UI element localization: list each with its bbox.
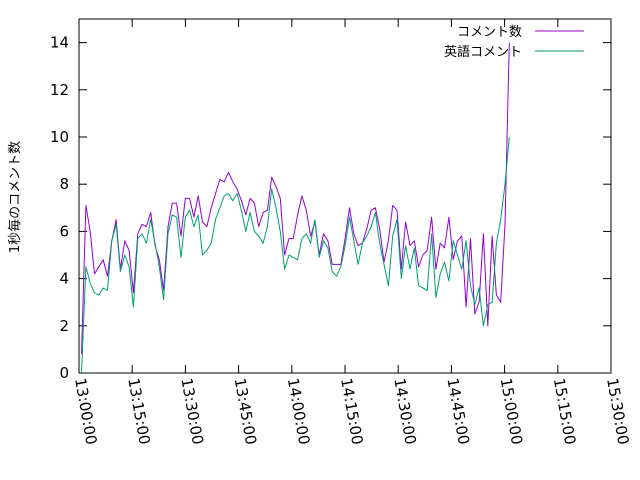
series-line-1 <box>81 42 510 355</box>
x-tick-label: 13:45:00 <box>231 377 260 446</box>
series-layer <box>81 42 510 374</box>
x-tick-label: 14:45:00 <box>443 377 472 446</box>
y-axis: 0 2 4 6 8 10 12 14 <box>50 34 611 382</box>
y-tick-label: 12 <box>50 81 69 99</box>
y-tick-label: 2 <box>59 317 69 335</box>
y-tick-label: 6 <box>59 222 69 240</box>
y-tick-label: 8 <box>59 175 69 193</box>
x-tick-label: 14:30:00 <box>390 377 419 446</box>
y-tick-label: 0 <box>59 364 69 382</box>
x-tick-label: 14:15:00 <box>337 377 366 446</box>
plot-area <box>78 18 612 374</box>
x-tick-label: 14:00:00 <box>284 377 313 446</box>
x-tick-label: 15:00:00 <box>497 377 526 446</box>
x-tick-label: 13:30:00 <box>177 377 206 446</box>
x-axis: 13:00:00 13:15:00 13:30:00 13:45:00 14:00:00… <box>71 19 632 446</box>
y-tick-label: 14 <box>50 34 69 52</box>
y-axis-title: 1秒毎のコメント数 <box>7 141 23 253</box>
x-tick-label: 13:15:00 <box>124 377 153 446</box>
legend-label: コメント数 <box>457 25 522 40</box>
series-line-2 <box>81 136 510 374</box>
x-tick-label: 15:15:00 <box>550 377 579 446</box>
y-tick-label: 10 <box>50 128 69 146</box>
y-tick-label: 4 <box>59 270 69 288</box>
legend-label: 英語コメント <box>444 44 522 60</box>
x-tick-label: 13:00:00 <box>71 377 100 446</box>
plot-frame <box>78 18 612 374</box>
x-tick-label: 15:30:00 <box>603 377 632 446</box>
